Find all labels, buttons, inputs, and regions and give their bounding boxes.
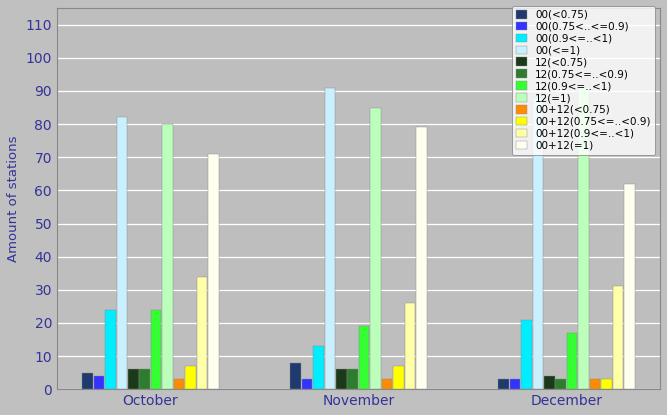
Bar <box>532 98 543 389</box>
Bar <box>359 326 370 389</box>
Bar <box>578 88 589 389</box>
Bar <box>382 379 392 389</box>
Bar <box>613 286 623 389</box>
Bar <box>208 154 219 389</box>
Bar <box>590 379 600 389</box>
Bar <box>290 363 301 389</box>
Bar <box>301 379 312 389</box>
Bar <box>416 127 427 389</box>
Bar <box>624 184 634 389</box>
Bar <box>370 107 381 389</box>
Bar <box>325 88 335 389</box>
Bar <box>174 379 184 389</box>
Bar <box>197 276 207 389</box>
Bar <box>336 369 347 389</box>
Bar <box>521 320 532 389</box>
Bar <box>567 333 578 389</box>
Bar <box>394 366 404 389</box>
Bar <box>117 117 127 389</box>
Legend: 00(<0.75), 00(0.75<..<=0.9), 00(0.9<=..<1), 00(<=1), 12(<0.75), 12(0.75<=..<0.9): 00(<0.75), 00(0.75<..<=0.9), 00(0.9<=..<… <box>512 6 655 155</box>
Bar <box>82 373 93 389</box>
Bar <box>544 376 554 389</box>
Bar <box>510 379 520 389</box>
Bar <box>139 369 150 389</box>
Bar <box>601 379 612 389</box>
Bar <box>498 379 509 389</box>
Bar <box>556 379 566 389</box>
Bar <box>162 124 173 389</box>
Bar <box>94 376 104 389</box>
Bar <box>313 346 323 389</box>
Bar <box>105 310 115 389</box>
Bar <box>405 303 415 389</box>
Y-axis label: Amount of stations: Amount of stations <box>7 135 20 262</box>
Bar <box>151 310 161 389</box>
Bar <box>348 369 358 389</box>
Bar <box>185 366 195 389</box>
Bar <box>128 369 139 389</box>
